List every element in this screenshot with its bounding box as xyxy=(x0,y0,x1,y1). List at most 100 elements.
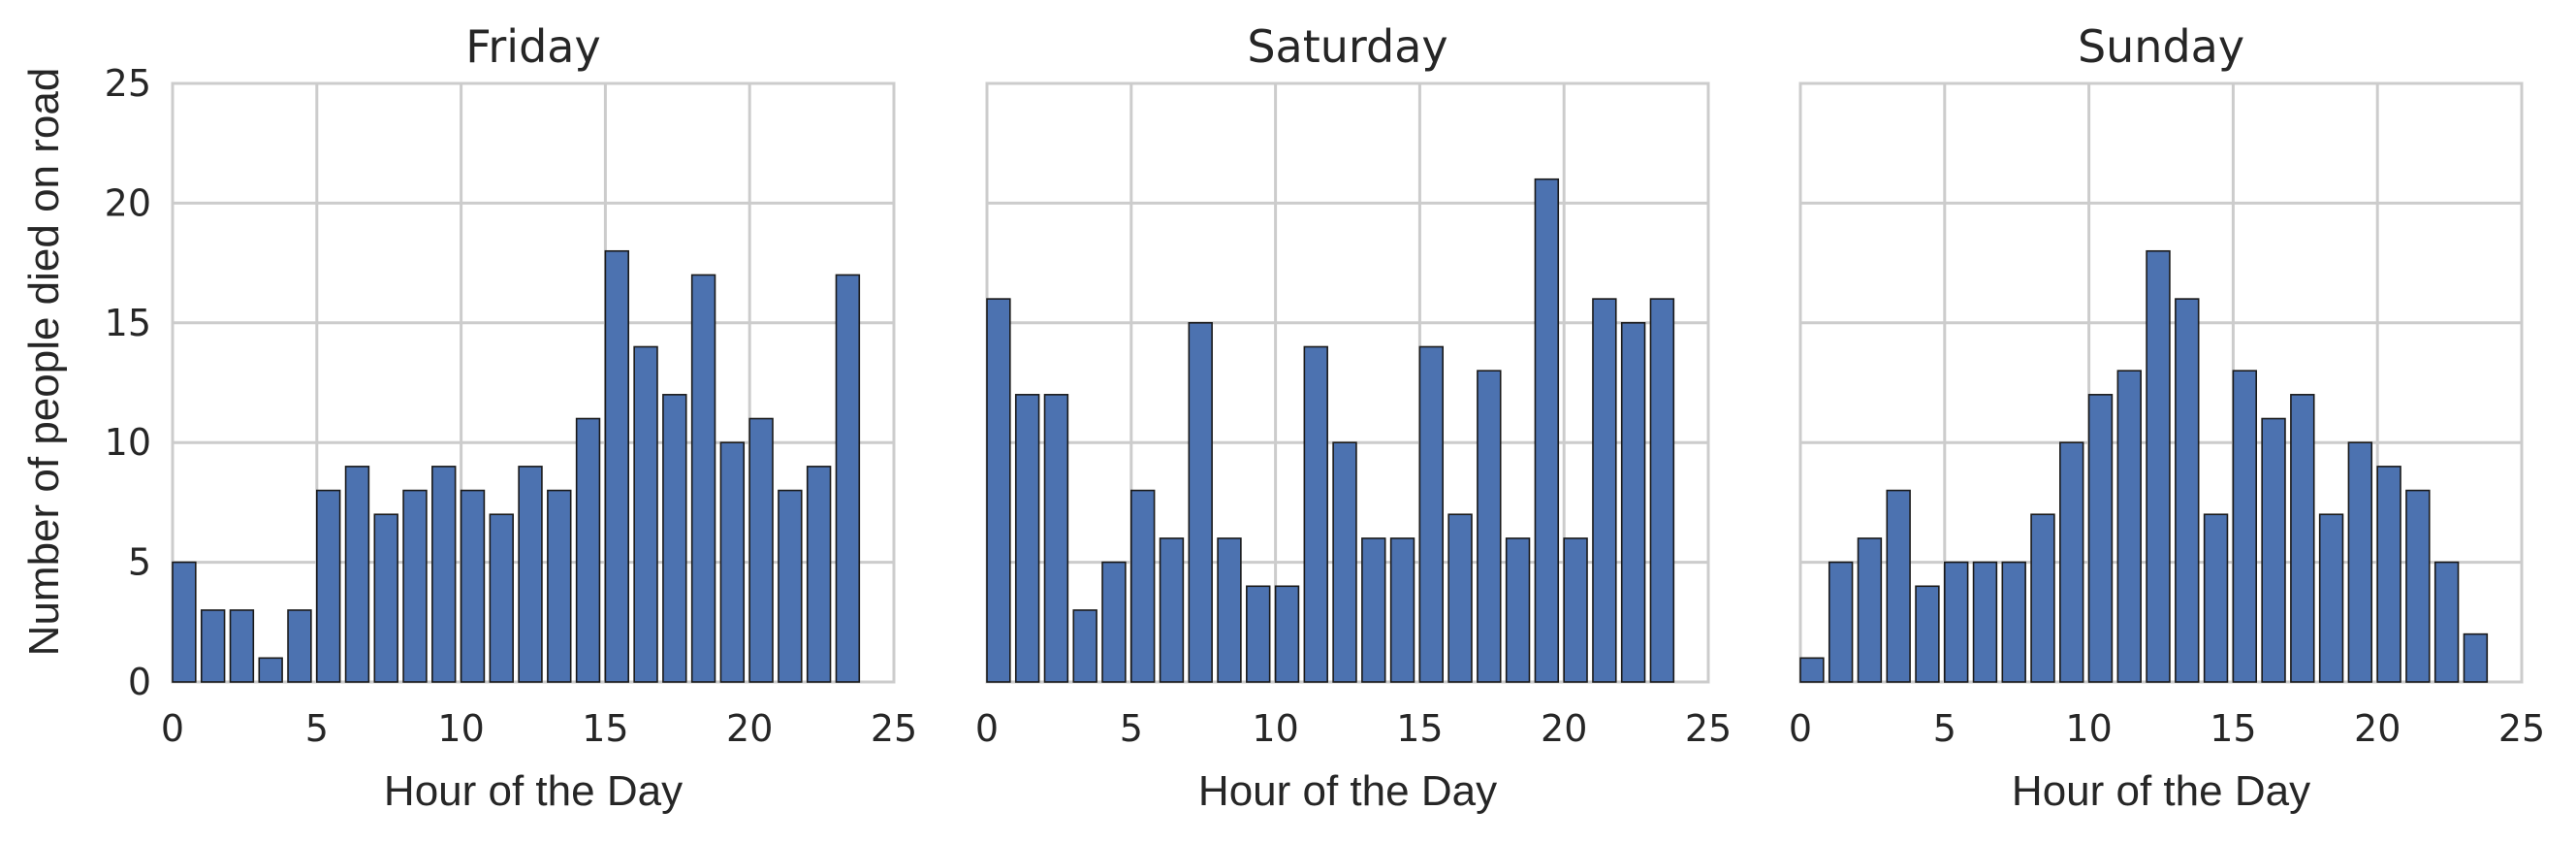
bar-hour-16 xyxy=(2261,417,2286,683)
x-tick-label: 10 xyxy=(437,707,484,750)
bar-hour-6 xyxy=(1972,561,1998,683)
bar-hour-2 xyxy=(1857,537,1883,683)
bar-hour-22 xyxy=(2433,561,2460,683)
bar-hour-4 xyxy=(1915,585,1940,683)
panel-saturday: Saturday 0 5 10 15 20 25 Hour of the Day xyxy=(975,20,1732,815)
bar-hour-3 xyxy=(1886,489,1911,683)
bar-hour-23 xyxy=(2463,632,2489,683)
bar-hour-3 xyxy=(1072,609,1097,683)
bar-hour-7 xyxy=(373,513,398,683)
bar-hour-0 xyxy=(986,298,1011,683)
bar-hour-22 xyxy=(806,466,832,683)
bar-hour-11 xyxy=(2116,370,2142,683)
x-tick-label: 0 xyxy=(975,707,999,750)
bar-hour-14 xyxy=(1389,537,1415,683)
y-tick-label: 5 xyxy=(128,541,151,584)
bar-hour-1 xyxy=(200,609,226,683)
bar-hour-12 xyxy=(1332,441,1357,683)
bar-hour-5 xyxy=(1130,489,1156,683)
bar-hour-20 xyxy=(1563,537,1588,683)
bar-hour-13 xyxy=(547,489,572,683)
bar-hour-15 xyxy=(2232,370,2258,683)
bar-hour-2 xyxy=(229,609,255,683)
bar-hour-18 xyxy=(690,274,716,683)
y-tick-label: 25 xyxy=(105,62,151,105)
bar-hour-19 xyxy=(1534,178,1560,683)
bar-hour-0 xyxy=(1799,657,1825,683)
bar-hour-21 xyxy=(2405,489,2431,683)
bar-hour-19 xyxy=(719,441,746,683)
bar-hour-13 xyxy=(1361,537,1386,683)
bar-hour-16 xyxy=(1447,513,1473,683)
x-tick-label: 5 xyxy=(1120,707,1143,750)
panel-sunday: Sunday 0 5 10 15 20 25 Hour of the Day xyxy=(1789,20,2545,815)
bar-hour-6 xyxy=(344,466,370,683)
bar-hour-4 xyxy=(1101,561,1127,683)
x-tick-label: 25 xyxy=(871,707,917,750)
bar-hour-3 xyxy=(258,657,283,683)
bar-hour-4 xyxy=(287,609,312,683)
x-axis-label: Hour of the Day xyxy=(1198,767,1497,815)
x-tick-label: 15 xyxy=(1396,707,1443,750)
bar-hour-22 xyxy=(1620,321,1646,683)
bar-hour-9 xyxy=(2059,441,2084,683)
x-tick-label: 20 xyxy=(1541,707,1587,750)
y-tick-label: 10 xyxy=(105,421,151,464)
bar-hour-21 xyxy=(778,489,803,683)
bar-hour-10 xyxy=(2087,394,2114,683)
x-tick-label: 10 xyxy=(1252,707,1298,750)
bar-hour-7 xyxy=(2001,561,2026,683)
x-tick-label: 20 xyxy=(726,707,773,750)
bar-hour-15 xyxy=(1418,345,1445,683)
bar-hour-14 xyxy=(2203,513,2229,683)
bar-hour-10 xyxy=(460,489,486,683)
bar-hour-7 xyxy=(1188,321,1213,683)
x-tick-label: 20 xyxy=(2354,707,2401,750)
x-tick-label: 5 xyxy=(305,707,329,750)
bar-hour-2 xyxy=(1043,394,1069,683)
bar-hour-20 xyxy=(2376,466,2401,683)
bar-hour-23 xyxy=(1649,298,1675,683)
x-tick-label: 10 xyxy=(2065,707,2112,750)
bar-hour-15 xyxy=(604,249,630,683)
x-tick-label: 5 xyxy=(1933,707,1956,750)
bar-hour-9 xyxy=(431,466,457,683)
bar-hour-17 xyxy=(662,394,687,683)
x-axis-label: Hour of the Day xyxy=(384,767,683,815)
x-tick-label: 0 xyxy=(161,707,184,750)
bar-hour-14 xyxy=(575,417,601,683)
bar-hour-1 xyxy=(1828,561,1854,683)
bar-hour-8 xyxy=(2030,513,2055,683)
panel-title: Sunday xyxy=(2078,20,2244,73)
bar-hour-20 xyxy=(748,417,774,683)
bar-hour-1 xyxy=(1014,394,1040,683)
bar-hour-10 xyxy=(1274,585,1300,683)
bar-hour-18 xyxy=(1505,537,1531,683)
bar-hour-11 xyxy=(1303,345,1328,683)
bar-hour-8 xyxy=(402,489,428,683)
x-tick-label: 25 xyxy=(1685,707,1732,750)
bar-hour-18 xyxy=(2318,513,2344,683)
bar-hour-6 xyxy=(1159,537,1185,683)
bar-hour-9 xyxy=(1246,585,1271,683)
bar-hour-12 xyxy=(518,466,543,683)
bar-hour-23 xyxy=(835,274,861,683)
panel-title: Saturday xyxy=(1247,20,1447,73)
bar-hour-16 xyxy=(633,345,658,683)
y-tick-label: 0 xyxy=(128,661,151,703)
bar-hour-0 xyxy=(172,561,197,683)
y-tick-label: 15 xyxy=(105,302,151,344)
x-tick-label: 15 xyxy=(582,707,628,750)
bar-hour-17 xyxy=(2290,394,2315,683)
bar-hour-5 xyxy=(1944,561,1969,683)
bar-hour-17 xyxy=(1477,370,1502,683)
x-tick-label: 25 xyxy=(2498,707,2545,750)
y-tick-label: 20 xyxy=(105,181,151,224)
panel-friday: Friday 0 5 10 15 20 25 0 5 10 15 20 25 Hour of the Da… xyxy=(105,20,918,815)
y-axis-label: Number of people died on road xyxy=(20,68,68,657)
panel-title: Friday xyxy=(465,20,600,73)
x-axis-label: Hour of the Day xyxy=(2012,767,2310,815)
bar-hour-5 xyxy=(315,489,341,683)
bar-hour-21 xyxy=(1592,298,1617,683)
